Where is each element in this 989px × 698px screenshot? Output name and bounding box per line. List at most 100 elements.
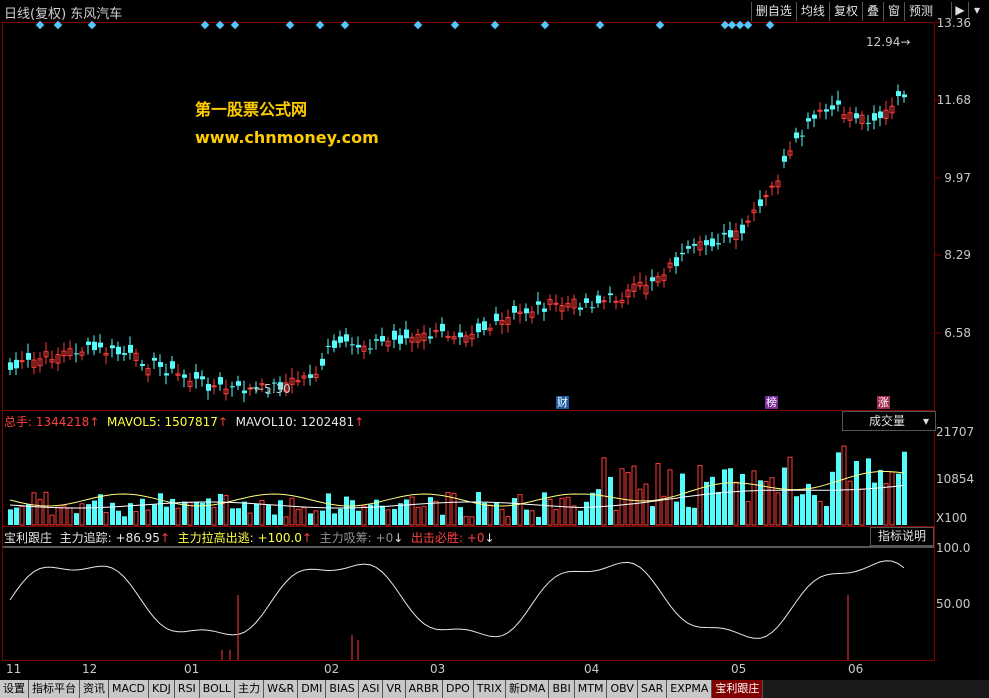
mavol5-label: MAVOL5:	[107, 415, 161, 429]
event-finance-icon[interactable]: 财	[556, 396, 569, 409]
candle-body	[494, 313, 499, 322]
indicator-help-button[interactable]: 指标说明	[870, 527, 934, 546]
candle-body	[122, 353, 127, 355]
dropdown-arrow-icon[interactable]: ▾	[968, 2, 985, 19]
volume-bar	[578, 510, 583, 525]
candle-body	[806, 118, 811, 122]
up-arrow-icon: ↑	[354, 415, 365, 429]
volume-bar	[43, 491, 49, 526]
adjust-price-button[interactable]: 复权	[828, 2, 862, 21]
tab-macd[interactable]: MACD	[109, 680, 149, 698]
volume-bar	[380, 505, 385, 525]
volume-bar	[878, 469, 883, 525]
candle-body	[769, 185, 775, 188]
volume-bar	[896, 473, 901, 525]
tab-baoli-follow[interactable]: 宝利跟庄	[712, 680, 764, 698]
volume-bar	[824, 506, 829, 525]
candle-body	[745, 220, 751, 223]
down-arrow-icon: ↓	[484, 531, 495, 545]
tab-indicator-platform[interactable]: 指标平台	[29, 680, 80, 698]
volume-bar	[733, 481, 739, 526]
date-axis-label: 02	[324, 662, 340, 676]
volume-bar	[266, 504, 271, 525]
volume-bar	[164, 506, 169, 525]
volume-bar	[398, 503, 403, 525]
tab-arbr[interactable]: ARBR	[405, 680, 444, 698]
price-axis-label: 13.36	[936, 16, 971, 30]
candle-body	[674, 257, 679, 267]
tab-boll[interactable]: BOLL	[199, 680, 236, 698]
tab-vr[interactable]: VR	[383, 680, 406, 698]
window-button[interactable]: 窗	[882, 2, 904, 21]
signal-diamond-icon	[35, 20, 45, 30]
candle-body	[175, 373, 181, 376]
date-axis-label: 05	[731, 662, 747, 676]
tab-rsi[interactable]: RSI	[174, 680, 200, 698]
next-arrow-icon[interactable]: ▶	[951, 2, 968, 19]
candle-body	[361, 345, 367, 352]
tab-trix[interactable]: TRIX	[473, 680, 506, 698]
candle-body	[283, 382, 289, 392]
tab-main-force[interactable]: 主力	[235, 680, 265, 698]
volume-bar	[223, 494, 229, 526]
moving-average-button[interactable]: 均线	[795, 2, 829, 21]
volume-bar	[547, 498, 553, 526]
tab-mtm[interactable]: MTM	[574, 680, 608, 698]
mavol10-label: MAVOL10:	[235, 415, 297, 429]
signal-diamond-icon	[413, 20, 423, 30]
volume-bar	[463, 516, 469, 526]
tab-expma[interactable]: EXPMA	[667, 680, 713, 698]
candle-body	[301, 375, 307, 379]
volume-bar	[98, 494, 103, 525]
overlay-button[interactable]: 叠	[861, 2, 883, 21]
volume-bar	[836, 452, 841, 525]
candle-body	[482, 321, 487, 331]
volume-bar	[883, 483, 889, 526]
forecast-button[interactable]: 预测	[903, 2, 937, 21]
tab-bias[interactable]: BIAS	[326, 680, 359, 698]
volume-bar	[710, 476, 715, 525]
tab-new-dma[interactable]: 新DMA	[505, 680, 550, 698]
volume-bar	[763, 481, 769, 526]
date-axis-label: 12	[82, 662, 98, 676]
candle-body	[896, 91, 901, 97]
candle-body	[374, 339, 379, 341]
tab-settings[interactable]: 设置	[0, 680, 29, 698]
candle-body	[836, 100, 841, 105]
candle-body	[775, 180, 781, 188]
tab-obv[interactable]: OBV	[607, 680, 638, 698]
candle-body	[697, 241, 703, 251]
volume-bar	[67, 507, 73, 526]
tab-wr[interactable]: W&R	[264, 680, 299, 698]
volume-bar	[289, 497, 295, 526]
volume-bar	[680, 473, 685, 525]
volume-indicator-select[interactable]: 成交量 ▾	[842, 411, 936, 431]
high-price-annotation: 12.94→	[866, 35, 911, 49]
volume-select-value: 成交量	[869, 414, 906, 428]
tab-asi[interactable]: ASI	[358, 680, 384, 698]
tab-dpo[interactable]: DPO	[443, 680, 474, 698]
candle-body	[631, 283, 637, 292]
volume-bar	[283, 516, 289, 526]
tab-news[interactable]: 资讯	[80, 680, 109, 698]
up-arrow-icon: ↑	[301, 531, 313, 545]
candle-body	[133, 352, 139, 361]
candle-body	[338, 336, 343, 343]
volume-bar	[542, 492, 547, 525]
candle-body	[92, 341, 97, 351]
tab-sar[interactable]: SAR	[637, 680, 668, 698]
volume-bar	[415, 506, 421, 526]
remove-watchlist-button[interactable]: 删自选	[750, 2, 796, 21]
volume-bar	[110, 502, 115, 525]
tab-dmi[interactable]: DMI	[298, 680, 327, 698]
event-ranking-icon[interactable]: 榜	[765, 396, 778, 409]
candle-body	[140, 363, 145, 366]
signal-diamond-icon	[285, 20, 295, 30]
event-limitup-icon[interactable]: 涨	[877, 396, 890, 409]
price-axis-label: 6.58	[944, 326, 971, 340]
candle-body	[79, 351, 85, 356]
candle-body	[866, 122, 871, 124]
tab-bbi[interactable]: BBI	[549, 680, 575, 698]
tab-kdj[interactable]: KDJ	[148, 680, 175, 698]
